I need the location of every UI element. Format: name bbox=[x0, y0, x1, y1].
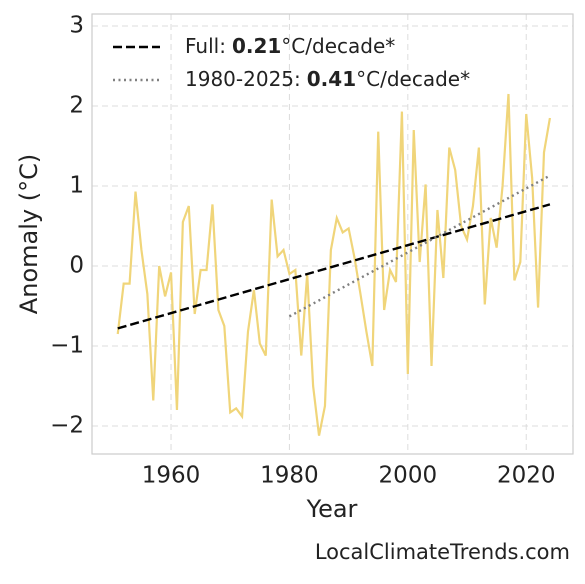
y-tick-label: 2 bbox=[69, 93, 84, 119]
y-tick-label: 1 bbox=[69, 173, 84, 199]
legend-name: 1980-2025: bbox=[185, 67, 301, 91]
x-axis-label: Year bbox=[306, 495, 358, 523]
plot-frame bbox=[91, 13, 574, 455]
x-tick-label: 2000 bbox=[379, 463, 438, 489]
watermark: LocalClimateTrends.com bbox=[315, 540, 570, 564]
x-tick-label: 2020 bbox=[497, 463, 556, 489]
y-tick-label: 3 bbox=[69, 13, 84, 39]
legend-label: 1980-2025: 0.41°C/decade* bbox=[185, 67, 470, 91]
legend-slope: 0.41 bbox=[307, 67, 356, 91]
legend-label: Full: 0.21°C/decade* bbox=[185, 34, 395, 58]
legend-slope: 0.21 bbox=[232, 34, 281, 58]
y-tick-label: −1 bbox=[50, 333, 84, 359]
data-line bbox=[116, 93, 551, 436]
x-tick-label: 1960 bbox=[142, 463, 201, 489]
y-axis-label: Anomaly (°C) bbox=[15, 154, 43, 314]
legend-unit: °C/decade* bbox=[356, 67, 470, 91]
y-tick-label: 0 bbox=[69, 253, 84, 279]
legend-unit: °C/decade* bbox=[281, 34, 395, 58]
legend-name: Full: bbox=[185, 34, 226, 58]
y-tick-label: −2 bbox=[50, 413, 84, 439]
trend-line bbox=[117, 203, 551, 330]
x-tick-label: 1980 bbox=[260, 463, 319, 489]
